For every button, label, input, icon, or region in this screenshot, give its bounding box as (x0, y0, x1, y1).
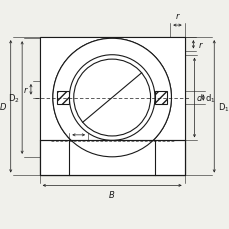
Bar (40, 38, 184, 141)
Bar (40, 141, 184, 176)
Bar (40, 38, 184, 176)
Circle shape (74, 60, 150, 136)
Text: r: r (175, 11, 178, 21)
Bar (40, 38, 184, 176)
Bar (57, 92, 69, 104)
Text: r: r (76, 122, 80, 131)
Text: D$_1$: D$_1$ (217, 101, 229, 113)
Text: r: r (24, 85, 27, 94)
Bar (69, 141, 154, 176)
Wedge shape (53, 39, 171, 157)
Bar (40, 141, 184, 176)
Text: r: r (198, 41, 202, 50)
Text: d$_1$: d$_1$ (204, 92, 215, 104)
Text: d: d (196, 94, 201, 103)
Circle shape (53, 39, 171, 157)
Text: D: D (0, 102, 7, 111)
Circle shape (69, 55, 154, 141)
Text: B: B (109, 190, 114, 199)
Text: D$_2$: D$_2$ (8, 92, 20, 104)
Bar (154, 92, 166, 104)
